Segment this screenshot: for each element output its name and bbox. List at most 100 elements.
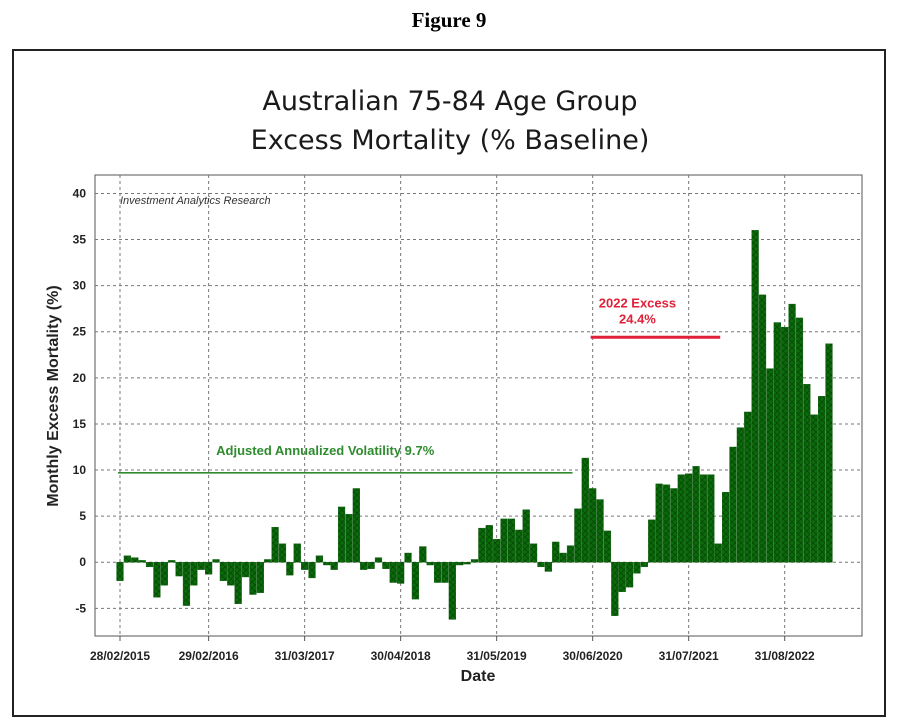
bar [360, 562, 368, 570]
bar [227, 562, 235, 586]
bar [507, 518, 516, 563]
bar [773, 322, 781, 563]
bar [145, 562, 154, 568]
excess-2022-value: 24.4% [619, 311, 656, 326]
bar [566, 545, 575, 563]
bar [404, 552, 412, 563]
bar [441, 562, 449, 583]
bar [478, 527, 486, 563]
bar [419, 546, 427, 563]
bar [308, 562, 316, 579]
y-tick-label: 30 [73, 279, 87, 293]
chart-title-line2: Excess Mortality (% Baseline) [251, 125, 650, 156]
bar [219, 562, 227, 581]
bar [751, 230, 759, 563]
bar [766, 368, 774, 563]
bar [205, 562, 213, 575]
bar [795, 317, 804, 563]
y-tick-label: 0 [79, 555, 86, 569]
chart-title-line1: Australian 75-84 Age Group [262, 86, 637, 117]
y-tick-label: 5 [79, 509, 86, 523]
bar [611, 562, 619, 616]
bar [522, 509, 530, 563]
bar [175, 562, 183, 577]
bar [685, 473, 693, 563]
bar [581, 457, 589, 563]
bar [123, 555, 131, 563]
x-axis: 28/02/2015 29/02/2016 31/03/2017 30/04/2018… [90, 649, 815, 663]
excess-2022-label: 2022 Excess [599, 295, 676, 310]
bar [810, 414, 818, 563]
bar [301, 562, 309, 570]
bar [500, 518, 508, 563]
y-tick-label: 35 [73, 233, 87, 247]
bar [448, 562, 456, 620]
y-tick-label: -5 [75, 601, 86, 615]
grid-lines [94, 174, 863, 641]
bar [433, 562, 442, 583]
bar [234, 562, 242, 604]
bar [337, 506, 346, 563]
bar [249, 562, 257, 595]
bar [625, 562, 634, 588]
bar [493, 538, 501, 563]
y-axis-label: Monthly Excess Mortality (%) [45, 285, 62, 506]
y-tick-label: 20 [73, 371, 87, 385]
bar [662, 484, 671, 563]
bar [256, 562, 264, 593]
bar [692, 466, 700, 563]
volatility-label: Adjusted Annualized Volatility 9.7% [216, 443, 435, 458]
figure-label: Figure 9 [411, 8, 487, 32]
plot-area-border [94, 174, 863, 637]
bar [389, 562, 397, 583]
bar [559, 552, 567, 563]
bar [271, 527, 279, 563]
x-tick-label: 31/05/2019 [467, 649, 527, 663]
bar [426, 562, 434, 566]
bar [515, 529, 523, 563]
y-axis: -5 0 5 10 15 20 25 30 35 40 [73, 186, 87, 615]
y-tick-label: 25 [73, 325, 87, 339]
x-tick-label: 29/02/2016 [179, 649, 239, 663]
bar [529, 543, 538, 563]
bar [315, 555, 324, 563]
bar [463, 562, 471, 565]
bar [618, 562, 626, 592]
bar [736, 427, 744, 563]
bars-group [116, 230, 833, 620]
bar [670, 488, 678, 563]
bar [707, 474, 715, 563]
x-tick-label: 31/08/2022 [755, 649, 815, 663]
annotations: Adjusted Annualized Volatility 9.7% 2022 … [118, 295, 721, 474]
bar [131, 557, 139, 563]
bar [729, 446, 737, 563]
bar [411, 562, 420, 600]
bar [537, 562, 545, 568]
watermark-text: Investment Analytics Research [120, 195, 271, 207]
bar [485, 525, 493, 563]
bar [758, 294, 767, 563]
bar [648, 519, 656, 563]
bar [153, 562, 161, 598]
bar [596, 499, 604, 563]
bar [655, 483, 663, 563]
bar [699, 474, 708, 563]
bar [212, 559, 220, 563]
bar [264, 559, 272, 563]
bar [633, 562, 641, 574]
y-tick-label: 15 [73, 417, 87, 431]
bar [345, 514, 353, 563]
bar [803, 384, 811, 563]
bar [116, 562, 124, 581]
bar [397, 562, 405, 584]
bar [367, 562, 375, 569]
bar [788, 303, 796, 563]
x-axis-label: Date [461, 668, 496, 685]
bar [677, 474, 685, 563]
bar [574, 508, 582, 563]
x-tick-label: 28/02/2015 [90, 649, 150, 663]
bar [456, 562, 464, 566]
x-tick-label: 30/04/2018 [371, 649, 431, 663]
bar [470, 559, 479, 563]
